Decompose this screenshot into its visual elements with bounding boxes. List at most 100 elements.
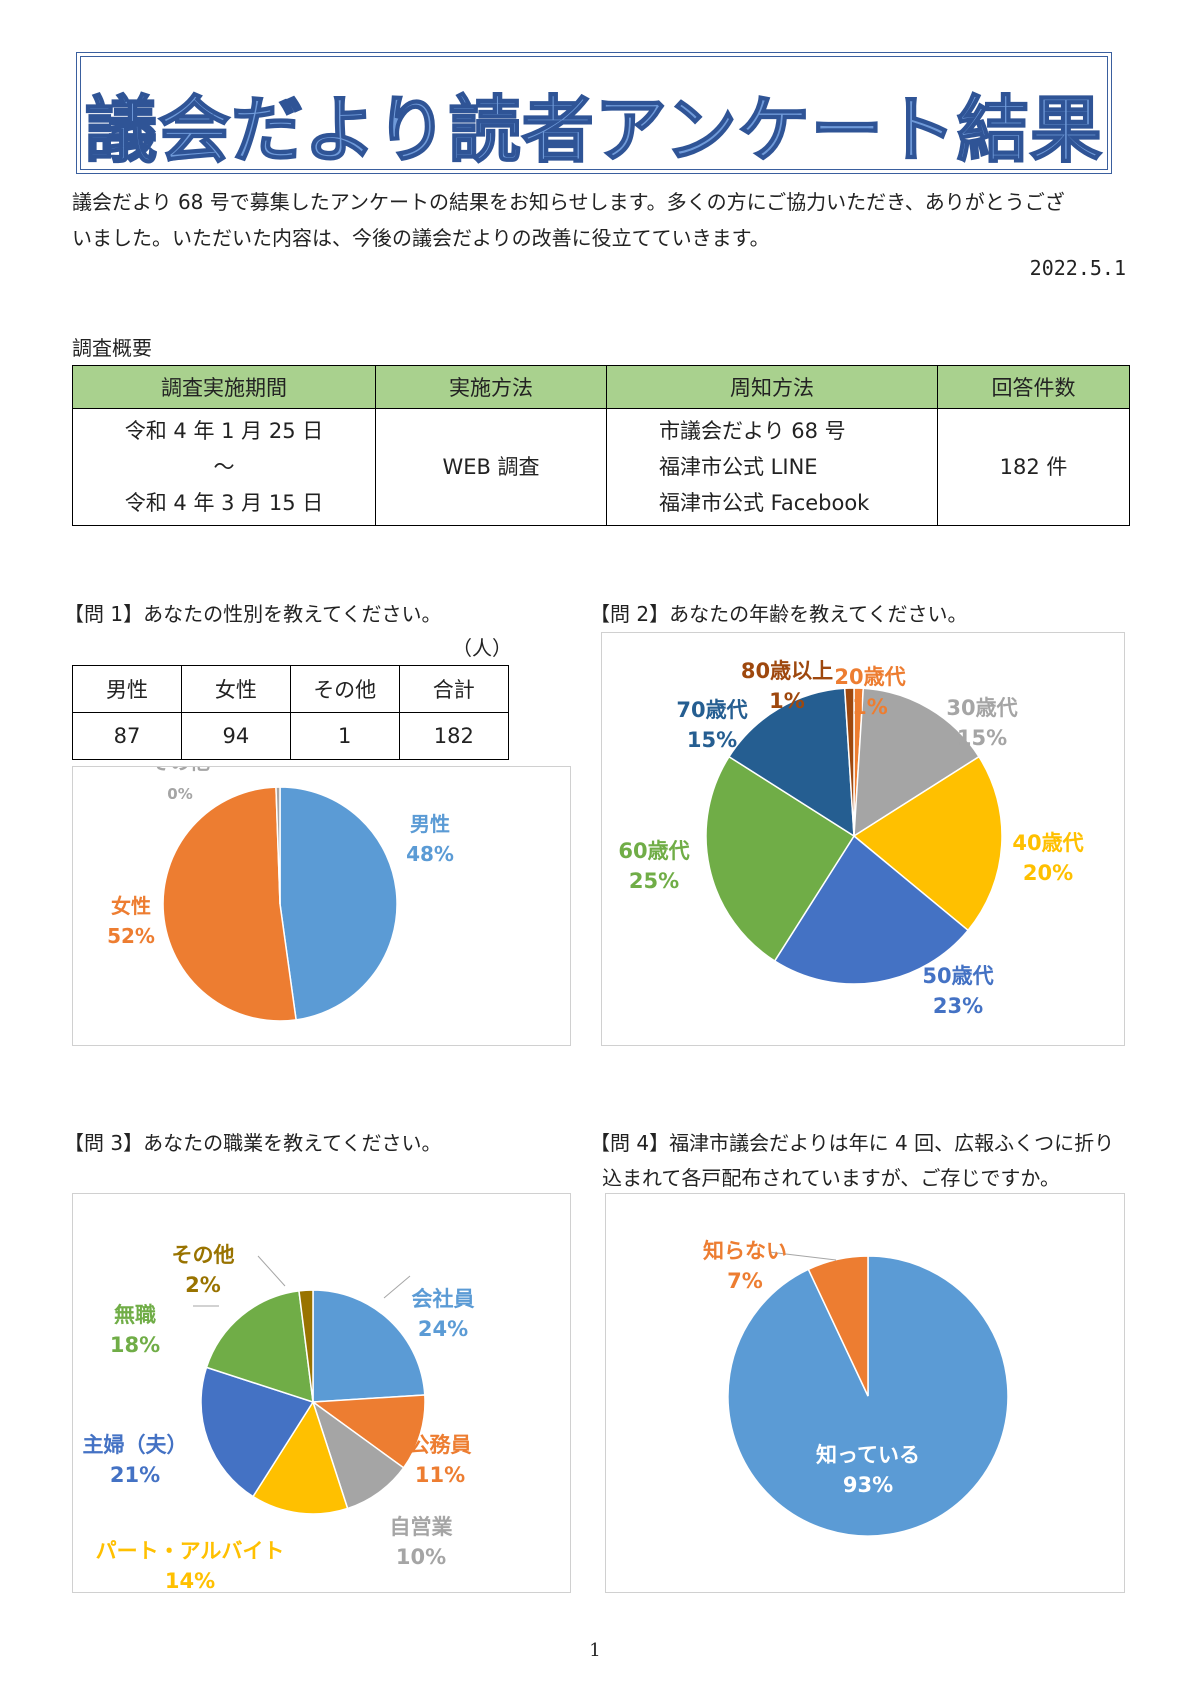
age-label-1: 30歳代	[946, 696, 1017, 720]
occupation-pct-2: 10%	[396, 1545, 446, 1569]
gender-value: 1	[289, 712, 400, 760]
summary-data-row: 令和 4 年 1 月 25 日 ～ 令和 4 年 3 月 15 日 WEB 調査…	[72, 408, 1130, 526]
awareness-label-0: 知っている	[816, 1443, 920, 1467]
age-label-6: 80歳以上	[741, 659, 833, 683]
summary-heading: 調査概要	[72, 336, 152, 360]
gender-header: 男性	[72, 665, 182, 713]
awareness-leader-line	[768, 1251, 837, 1261]
period-end: 令和 4 年 3 月 15 日	[124, 491, 324, 515]
occupation-pct-1: 11%	[415, 1463, 465, 1487]
gender-slice-2	[275, 786, 281, 905]
age-pct-2: 20%	[1023, 861, 1073, 885]
page-title: 議会だより読者アンケート結果	[84, 87, 1103, 173]
q3-question: 【問 3】あなたの職業を教えてください。	[64, 1131, 442, 1155]
age-label-0: 20歳代	[834, 665, 905, 689]
gender-value: 182	[398, 712, 510, 760]
gender-header: 女性	[180, 665, 291, 713]
summary-header-period: 調査実施期間	[72, 365, 376, 409]
q2-question: 【問 2】あなたの年齢を教えてください。	[590, 602, 968, 626]
age-label-3: 50歳代	[922, 964, 993, 988]
occupation-label-1: 公務員	[409, 1433, 472, 1457]
occupation-pct-3: 14%	[165, 1569, 215, 1592]
summary-header-notice: 周知方法	[606, 365, 938, 409]
period-tilde: ～	[213, 455, 235, 479]
notice-item: 市議会だより 68 号	[659, 419, 846, 443]
notice-item: 福津市公式 Facebook	[659, 491, 870, 515]
age-pct-0: 1%	[852, 695, 888, 719]
gender-slice-1	[162, 786, 297, 1022]
awareness-slice-1	[807, 1255, 869, 1397]
occupation-label-6: その他	[172, 1243, 235, 1267]
page-number: 1	[589, 1640, 601, 1661]
age-pct-1: 15%	[957, 726, 1007, 750]
gender-header: 合計	[398, 665, 510, 713]
summary-notice-cell: 市議会だより 68 号 福津市公式 LINE 福津市公式 Facebook	[606, 408, 938, 526]
occupation-slice-1	[310, 1394, 426, 1469]
occupation-label-2: 自営業	[390, 1515, 454, 1539]
intro-line-1: 議会だより 68 号で募集したアンケートの結果をお知らせします。多くの方にご協力…	[72, 190, 1065, 214]
awareness-pct-0: 93%	[843, 1473, 893, 1497]
age-pie-chart: 20歳代 1% 30歳代 15% 40歳代 20% 50歳代 23% 60歳代 25% 70歳代 15…	[618, 659, 1083, 1018]
age-pct-3: 23%	[933, 994, 983, 1018]
occupation-pct-0: 24%	[418, 1317, 468, 1341]
age-label-2: 40歳代	[1012, 831, 1083, 855]
age-slice-4	[705, 755, 856, 962]
summary-count-cell: 182 件	[937, 408, 1130, 526]
occupation-label-4: 主婦（夫）	[83, 1433, 188, 1457]
q4-question-line-2: 込まれて各戸配布されていますが、ご存じですか。	[602, 1166, 1060, 1190]
age-slice-5	[728, 687, 855, 838]
summary-table: 調査実施期間 実施方法 周知方法 回答件数 令和 4 年 1 月 25 日 ～ …	[72, 365, 1130, 526]
gender-slice-0	[279, 786, 398, 1021]
summary-period-cell: 令和 4 年 1 月 25 日 ～ 令和 4 年 3 月 15 日	[72, 408, 376, 526]
occupation-leader-line	[257, 1255, 286, 1287]
awareness-pct-1: 7%	[727, 1269, 763, 1293]
occupation-chart-frame: 会社員 24% 公務員 11% 自営業 10% パート・アルバイト 14% 主婦（夫） 21% 無職…	[72, 1193, 571, 1593]
occupation-leader-line	[383, 1275, 411, 1299]
occupation-slice-4	[200, 1366, 315, 1498]
gender-header-row: 男性 女性 その他 合計	[72, 665, 510, 713]
gender-pct-1: 52%	[107, 924, 155, 948]
occupation-label-5: 無職	[114, 1303, 156, 1327]
summary-header-row: 調査実施期間 実施方法 周知方法 回答件数	[72, 365, 1130, 409]
age-pct-6: 1%	[769, 689, 805, 713]
occupation-slice-0	[312, 1289, 426, 1403]
gender-label-1: 女性	[111, 894, 151, 918]
gender-value: 94	[180, 712, 291, 760]
q1-question: 【問 1】あなたの性別を教えてください。	[64, 602, 442, 626]
gender-pct-2: 0%	[167, 785, 192, 803]
occupation-label-0: 会社員	[412, 1287, 475, 1311]
publish-date: 2022.5.1	[1029, 256, 1126, 280]
occupation-label-3: パート・アルバイト	[96, 1539, 285, 1563]
gender-chart-frame: 男性 48% 女性 52% その他 0%	[72, 750, 571, 1046]
age-chart-frame: 20歳代 1% 30歳代 15% 40歳代 20% 50歳代 23% 60歳代 25% 70歳代 15…	[601, 632, 1125, 1046]
gender-pct-0: 48%	[406, 842, 454, 866]
gender-label-2: その他	[150, 767, 210, 774]
age-pct-5: 15%	[687, 728, 737, 752]
gender-label-0: 男性	[410, 812, 450, 836]
q4-question-line-1: 【問 4】福津市議会だよりは年に 4 回、広報ふくつに折り	[590, 1131, 1115, 1155]
summary-method-cell: WEB 調査	[375, 408, 607, 526]
occupation-slice-6	[298, 1289, 314, 1403]
awareness-pie-chart: 知っている 93% 知らない 7%	[703, 1239, 1009, 1537]
age-slice-2	[852, 755, 1003, 932]
gender-header: その他	[289, 665, 400, 713]
gender-value: 87	[72, 712, 182, 760]
summary-header-method: 実施方法	[375, 365, 607, 409]
title-box: 議会だより読者アンケート結果	[76, 52, 1112, 174]
age-slice-6	[843, 687, 855, 837]
age-label-4: 60歳代	[618, 839, 689, 863]
occupation-pct-4: 21%	[110, 1463, 160, 1487]
awareness-label-1: 知らない	[703, 1239, 787, 1263]
occupation-pie-chart: 会社員 24% 公務員 11% 自営業 10% パート・アルバイト 14% 主婦（夫） 21% 無職…	[83, 1243, 475, 1593]
age-label-5: 70歳代	[676, 698, 747, 722]
age-pct-4: 25%	[629, 869, 679, 893]
unit-label: （人）	[452, 636, 512, 660]
period-start: 令和 4 年 1 月 25 日	[124, 419, 324, 443]
intro-line-2: いました。いただいた内容は、今後の議会だよりの改善に役立てていきます。	[72, 226, 770, 250]
occupation-slice-5	[205, 1290, 314, 1404]
age-slice-3	[773, 834, 970, 985]
age-slice-1	[853, 687, 980, 838]
occupation-pct-5: 18%	[110, 1333, 160, 1357]
gender-value-row: 87 94 1 182	[72, 712, 510, 760]
gender-pie-chart: 男性 48% 女性 52% その他 0%	[107, 750, 454, 1022]
